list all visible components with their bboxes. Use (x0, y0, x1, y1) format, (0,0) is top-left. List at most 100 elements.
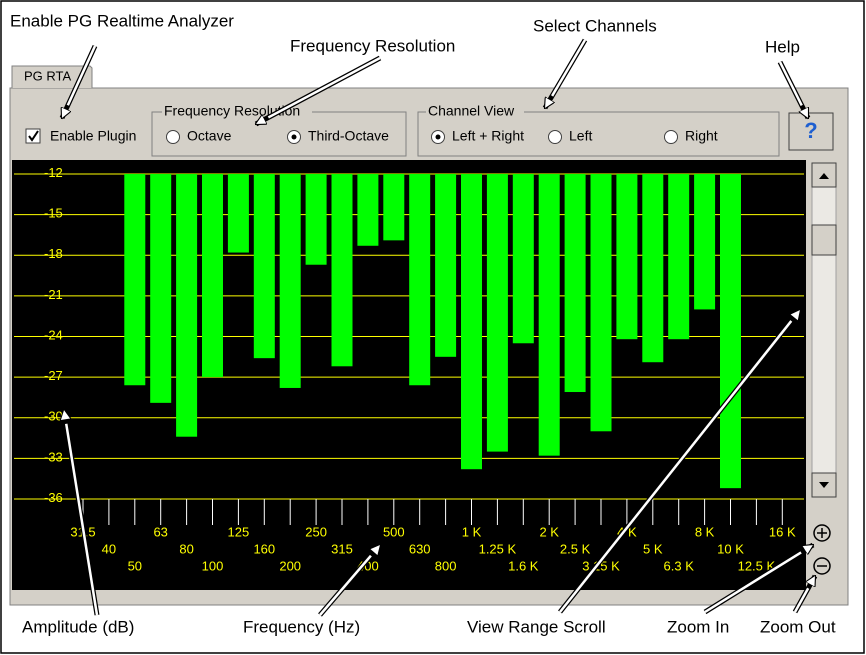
x-tick-label: 12.5 K (738, 558, 776, 573)
radio-label[interactable]: Third-Octave (308, 128, 389, 144)
y-tick-label: -15 (44, 206, 63, 221)
bar (512, 174, 534, 344)
radio-dot (435, 134, 441, 140)
arrow-icon (819, 173, 829, 179)
checkbox-label[interactable]: Enable Plugin (50, 128, 136, 144)
bar (305, 174, 327, 265)
radio-button[interactable] (166, 130, 180, 144)
arrow-shaft (704, 551, 802, 614)
x-tick-label: 800 (435, 558, 457, 573)
bar (590, 174, 612, 432)
arrow-shaft (778, 61, 803, 107)
x-tick-label: 16 K (769, 524, 796, 539)
bar (720, 174, 741, 489)
bar (409, 174, 431, 386)
x-tick-label: 40 (102, 541, 116, 556)
arrow-shaft (64, 423, 99, 616)
radio-label[interactable]: Right (685, 128, 718, 144)
x-tick-label: 5 K (643, 541, 663, 556)
zoom-in[interactable] (813, 524, 831, 542)
y-tick-label: -27 (44, 368, 63, 383)
bar (668, 174, 690, 340)
bar (461, 174, 482, 470)
annotation: Select Channels (533, 16, 657, 35)
radio-label[interactable]: Left + Right (452, 128, 524, 144)
bar (435, 174, 457, 357)
x-tick-label: 630 (409, 541, 431, 556)
bar (279, 174, 301, 388)
help-icon[interactable]: ? (804, 118, 817, 143)
bar (253, 174, 275, 359)
bar (331, 174, 353, 367)
bar (124, 174, 146, 386)
x-tick-label: 1 K (462, 524, 482, 539)
x-tick-label: 50 (128, 558, 142, 573)
arrow-shaft (267, 56, 381, 119)
y-tick-label: -36 (44, 490, 63, 505)
annotation: Zoom In (667, 617, 729, 636)
help-button[interactable] (788, 112, 834, 151)
radio-button[interactable] (548, 130, 562, 144)
y-tick-label: -33 (44, 449, 63, 464)
annotation: Frequency Resolution (290, 36, 455, 55)
group-box (417, 111, 780, 157)
y-tick-label: -21 (44, 287, 63, 302)
bar (486, 174, 508, 452)
annotation: Help (765, 37, 800, 56)
callout-arrows-fill (64, 39, 810, 616)
scroll-up[interactable] (811, 162, 837, 188)
bar (564, 174, 586, 393)
x-tick-label: 500 (383, 524, 405, 539)
x-tick-label: 125 (228, 524, 250, 539)
annotation: View Range Scroll (467, 617, 606, 636)
x-tick-label: 6.3 K (664, 558, 695, 573)
bar (616, 174, 638, 340)
bar (694, 174, 716, 310)
x-tick-label: 10 K (717, 541, 744, 556)
arrow-shaft (551, 39, 587, 97)
radio-button[interactable] (664, 130, 678, 144)
y-tick-label: -30 (44, 409, 63, 424)
checkmark (28, 130, 39, 142)
annotation: Enable PG Realtime Analyzer (10, 11, 234, 30)
x-tick-label: 315 (331, 541, 353, 556)
radio-label[interactable]: Octave (187, 128, 232, 144)
x-tick-label: 1.6 K (508, 558, 539, 573)
bar (642, 174, 664, 363)
bar (538, 174, 560, 456)
y-tick-label: -24 (44, 327, 63, 342)
x-tick-label: 1.25 K (479, 541, 517, 556)
arrow-shaft (66, 45, 97, 106)
annotation: Frequency (Hz) (243, 617, 360, 636)
x-tick-label: 200 (279, 558, 301, 573)
group-title: Channel View (428, 103, 515, 119)
x-tick-label: 2.5 K (560, 541, 591, 556)
arrow-shaft (559, 320, 793, 613)
zoom-out[interactable] (813, 557, 831, 575)
bar (357, 174, 379, 246)
annotation: Zoom Out (760, 617, 836, 636)
spectrum-chart: -12-15-18-21-24-27-30-33-3631.5405063801… (14, 165, 804, 573)
bar (202, 174, 223, 378)
bar (383, 174, 405, 241)
tab-label[interactable]: PG RTA (24, 68, 72, 83)
x-tick-label: 63 (153, 524, 167, 539)
x-tick-label: 2 K (539, 524, 559, 539)
bar (176, 174, 198, 437)
x-tick-label: 100 (202, 558, 224, 573)
annotation: Amplitude (dB) (22, 617, 134, 636)
bar (227, 174, 249, 253)
bar (150, 174, 172, 403)
radio-label[interactable]: Left (569, 128, 592, 144)
scroll-thumb[interactable] (811, 224, 837, 256)
arrow-shaft (319, 554, 372, 616)
x-tick-label: 250 (305, 524, 327, 539)
x-tick-label: 80 (179, 541, 193, 556)
y-tick-label: -12 (44, 165, 63, 180)
group-title-bg (426, 104, 524, 118)
scrollbar[interactable] (811, 162, 837, 498)
tab[interactable] (11, 65, 93, 88)
radio-dot (291, 134, 297, 140)
arrow-icon (819, 482, 829, 488)
